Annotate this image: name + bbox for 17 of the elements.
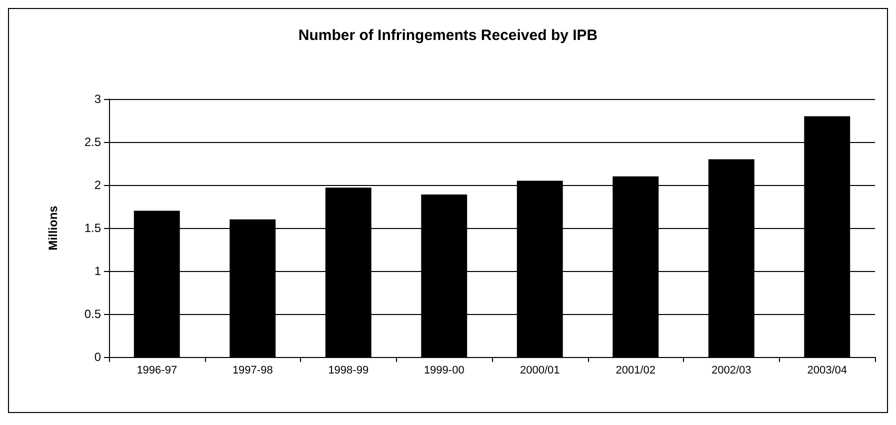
x-tick-label: 2000/01 — [520, 364, 560, 376]
y-tick-label: 0.5 — [84, 307, 102, 321]
y-tick-label: 1.5 — [84, 221, 102, 235]
y-tick-label: 2 — [94, 178, 102, 192]
chart-title: Number of Infringements Received by IPB — [298, 27, 598, 44]
y-tick-label: 3 — [94, 92, 102, 106]
y-axis-title: Millions — [46, 205, 60, 250]
y-tick-label: 0 — [94, 350, 102, 364]
x-tick-label: 2001/02 — [616, 364, 656, 376]
x-tick-label: 1999-00 — [424, 364, 464, 376]
x-tick-label: 2003/04 — [807, 364, 848, 376]
y-tick-label: 2.5 — [84, 135, 102, 149]
x-tick-label: 1997-98 — [232, 364, 273, 376]
y-tick-label: 1 — [94, 264, 102, 278]
x-tick-label: 2002/03 — [711, 364, 752, 376]
x-tick-label: 1996-97 — [136, 364, 178, 376]
x-tick-label: 1998-99 — [328, 364, 369, 376]
